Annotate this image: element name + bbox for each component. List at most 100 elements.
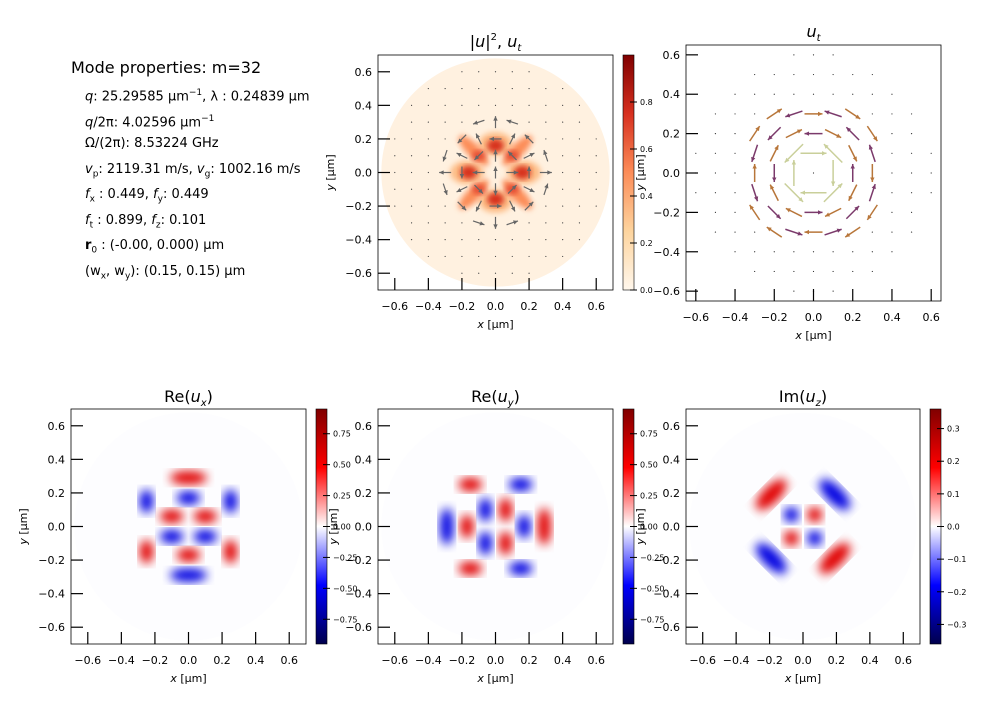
quiver-arrow-head [798,197,804,202]
quiver-arrow-head [845,232,851,238]
field-lobe [193,509,218,524]
quiver-dot [714,152,717,154]
quiver-dot [852,270,854,273]
quiver-dot [793,93,795,95]
quiver-arrow-head [796,129,802,134]
field-dot [410,171,413,174]
field-lobe [458,561,483,576]
field-lobe [223,539,238,564]
field-dot [562,138,564,140]
plot-imag-uz: −0.6 −0.4 −0.2 0.0 0.2 0.4 0.6 −0.6 −0.4 −0.2 0.0 0… [653,387,966,685]
x-tick-label: 0.2 [213,654,231,667]
quiver-arrow-head [776,108,782,114]
field-dot [478,239,480,241]
field-dot [545,239,547,241]
colorbar-tick-label: 0.2 [947,457,960,466]
quiver-dot [832,251,834,253]
plot-title-real-uy: Re(uy) [471,387,520,409]
x-tick-label: −0.4 [722,311,749,324]
field-arrow-head [442,156,447,162]
field-arrow-head [489,136,495,142]
quiver-dot [891,152,893,154]
field-dot [478,104,480,106]
field-lobe [440,508,454,545]
field-imag-uz [689,412,917,641]
quiver-dot [734,152,736,154]
field-dot [444,222,446,224]
field-arrow-head [526,166,532,172]
quiver-arrow-head [784,157,790,163]
y-tick-label: −0.2 [345,554,372,567]
y-tick-label: 0.4 [663,453,681,466]
plot-title-real-ux: Re(ux) [164,387,213,409]
field-arrow-head [479,221,485,226]
waveguide-disk [689,412,917,641]
field-dot [427,87,429,90]
quiver-dot [910,211,913,213]
quiver-dot [734,172,736,174]
quiver-dot [754,73,756,76]
x-tick-label: 0.0 [794,654,812,667]
field-arrow-head [443,190,448,195]
field-arrow-head [511,206,515,212]
field-lobe [807,530,823,546]
quiver-arrow-head [752,164,757,169]
x-tick-label: −0.2 [756,654,783,667]
field-dot [511,255,513,258]
field-dot [461,71,463,73]
colorbar-tick-label: 0.50 [333,461,351,470]
field-arrow-head [493,224,498,229]
y-tick-label: 0.6 [48,420,66,433]
field-arrow-head [511,185,517,190]
y-tick-label: 0.2 [663,128,681,141]
quiver-dot [871,113,873,115]
colorbar-tick-label: −0.1 [947,555,966,564]
quiver-arrow-head [836,228,842,233]
field-dot [562,104,564,106]
colorbar [622,54,635,291]
field-dot [528,222,530,224]
field-arrow-head [459,173,465,179]
plot-real-uy: −0.6 −0.4 −0.2 0.0 0.2 0.4 0.6−0.6−0.4−0.20.00… [345,387,664,685]
field-dot [595,138,597,140]
colorbar-tick-label: 0.8 [640,98,653,107]
quiver-dot [871,73,873,76]
quiver-dot [695,192,697,194]
quiver-dot [891,93,893,95]
y-tick-label: 0.6 [663,420,681,433]
field-dot [511,87,513,90]
prop-q-over-2pi: q/2π: 4.02596 μm−1 [85,113,215,130]
quiver-dot [714,231,717,233]
mode-properties-panel: Mode properties: m=32 q: 25.29585 μm−1, … [71,58,310,287]
field-dot [410,239,413,241]
quiver-dot [871,231,873,233]
field-lobe [508,561,533,576]
quiver-dot [734,133,736,135]
field-dot [478,87,480,90]
quiver-arrow-head [868,144,873,150]
field-arrow-head [472,170,478,175]
quiver-dot [891,172,893,174]
x-tick-label: −0.6 [381,300,408,313]
field-dot [410,104,413,106]
quiver-dot [773,73,775,76]
field-arrow-head [476,133,480,139]
field-dot [410,121,413,123]
field-lobe [755,543,787,574]
quiver-arrow-head [804,131,810,136]
field-arrow-head [528,201,534,207]
y-tick-label: −0.2 [653,206,680,219]
field-dot [545,121,547,123]
quiver-arrow-head [817,111,823,117]
quiver-arrow-head [871,184,876,190]
quiver-arrow-head [855,114,861,119]
field-dot [528,255,530,258]
field-lobe [170,568,207,582]
quiver-dot [734,113,736,115]
quiver-arrow-head [852,156,857,162]
colorbar-label: y [μm] [327,508,340,545]
colorbar-tick-label: 0.75 [640,430,658,439]
field-arrow-head [456,188,462,192]
colorbar-tick-label: −0.75 [333,615,358,624]
field-dot [578,222,581,224]
